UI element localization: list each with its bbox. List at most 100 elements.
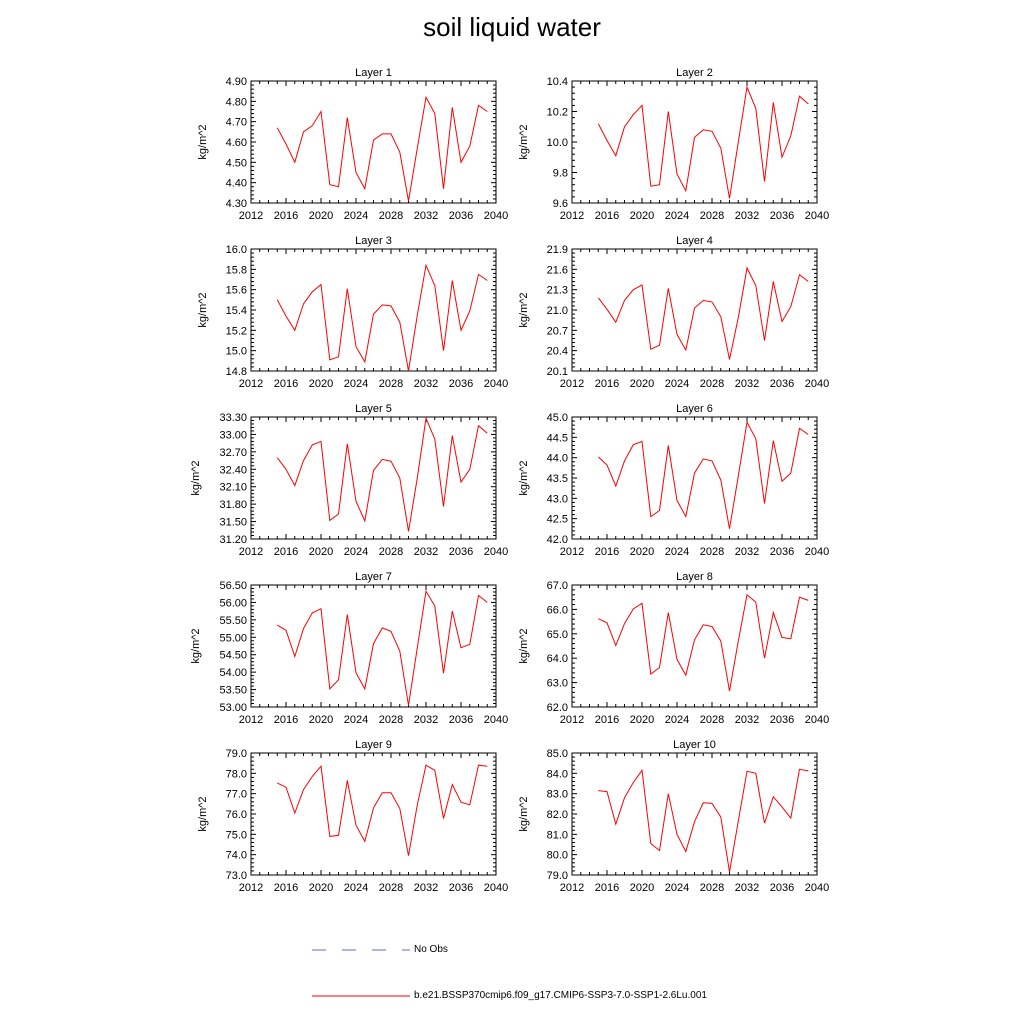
x-tick-label: 2032	[414, 882, 438, 894]
y-axis-label: kg/m^2	[197, 796, 209, 831]
x-tick-label: 2032	[735, 546, 759, 558]
y-tick-label: 78.0	[226, 768, 247, 780]
x-tick-label: 2036	[449, 378, 473, 390]
y-tick-label: 32.70	[219, 447, 247, 459]
y-tick-label: 14.8	[226, 366, 247, 378]
y-tick-label: 44.0	[547, 453, 568, 465]
y-tick-label: 20.1	[547, 366, 568, 378]
panel-3: Layer 3 kg/m^2 14.8 15.0 15.2 15.4 15.6 15.8 16.…	[197, 235, 508, 390]
x-tick-label: 2032	[414, 210, 438, 222]
plot-frame	[571, 752, 818, 876]
panel-title: Layer 6	[676, 403, 713, 415]
x-tick-label: 2040	[484, 714, 508, 726]
y-tick-label: 62.0	[547, 702, 568, 714]
y-axis-label: kg/m^2	[518, 460, 530, 495]
x-tick-label: 2020	[630, 882, 654, 894]
y-tick-label: 21.3	[547, 285, 568, 297]
x-tick-label: 2016	[274, 378, 298, 390]
y-tick-label: 4.30	[226, 198, 247, 210]
y-tick-label: 15.8	[226, 264, 247, 276]
x-tick-label: 2040	[484, 882, 508, 894]
panel-4: Layer 4 kg/m^2 20.1 20.4 20.7 21.0 21.3 21.6 21.…	[518, 235, 829, 390]
y-tick-label: 21.0	[547, 305, 568, 317]
x-tick-label: 2028	[700, 546, 724, 558]
x-tick-label: 2024	[665, 378, 689, 390]
y-tick-label: 66.0	[547, 604, 568, 616]
x-tick-label: 2012	[560, 882, 584, 894]
y-tick-label: 4.70	[226, 117, 247, 129]
x-tick-label: 2024	[344, 546, 368, 558]
x-tick-label: 2024	[665, 210, 689, 222]
y-tick-label: 73.0	[226, 870, 247, 882]
series-line	[598, 593, 809, 692]
x-tick-label: 2012	[560, 546, 584, 558]
y-tick-label: 81.0	[547, 829, 568, 841]
y-tick-label: 10.0	[547, 137, 568, 149]
x-tick-label: 2016	[274, 546, 298, 558]
x-tick-label: 2016	[274, 210, 298, 222]
y-tick-label: 15.0	[226, 346, 247, 358]
y-tick-label: 53.50	[219, 685, 247, 697]
x-tick-label: 2032	[735, 378, 759, 390]
y-tick-label: 44.5	[547, 432, 568, 444]
y-tick-label: 43.5	[547, 473, 568, 485]
y-tick-label: 80.0	[547, 850, 568, 862]
y-tick-label: 21.9	[547, 244, 568, 256]
series-line	[597, 85, 809, 199]
series-line	[276, 263, 488, 372]
x-tick-label: 2016	[274, 882, 298, 894]
y-tick-label: 15.4	[226, 305, 247, 317]
y-tick-label: 42.5	[547, 514, 568, 526]
panel-6: Layer 6 kg/m^2 42.0 42.5 43.0 43.5 44.0 44.5 45.…	[518, 403, 829, 558]
y-tick-label: 76.0	[226, 809, 247, 821]
y-tick-label: 84.0	[547, 768, 568, 780]
y-tick-label: 54.50	[219, 650, 247, 662]
plot-frame	[250, 416, 497, 540]
x-tick-label: 2032	[735, 882, 759, 894]
y-tick-label: 79.0	[226, 748, 247, 760]
y-tick-label: 43.0	[547, 493, 568, 505]
y-tick-label: 10.2	[547, 107, 568, 119]
panel-title: Layer 4	[676, 235, 713, 247]
panel-title: Layer 3	[355, 235, 392, 247]
x-tick-label: 2028	[379, 210, 403, 222]
x-tick-label: 2040	[484, 210, 508, 222]
panel-7: Layer 7 kg/m^2 53.00 53.50 54.00 54.50 55.00 55…	[190, 571, 508, 726]
y-tick-label: 31.50	[219, 517, 247, 529]
x-tick-label: 2040	[484, 546, 508, 558]
x-tick-label: 2036	[770, 210, 794, 222]
x-tick-label: 2012	[560, 714, 584, 726]
x-tick-label: 2012	[239, 546, 263, 558]
plot-frame	[571, 416, 818, 540]
y-tick-label: 45.0	[547, 412, 568, 424]
x-tick-label: 2012	[239, 882, 263, 894]
y-tick-label: 79.0	[547, 870, 568, 882]
x-tick-label: 2012	[560, 210, 584, 222]
x-tick-label: 2036	[770, 546, 794, 558]
plot-frame	[571, 584, 818, 708]
x-tick-label: 2036	[770, 378, 794, 390]
x-tick-label: 2040	[805, 882, 829, 894]
y-tick-label: 9.8	[553, 168, 568, 180]
x-tick-label: 2020	[630, 714, 654, 726]
x-tick-label: 2012	[239, 714, 263, 726]
x-tick-label: 2020	[309, 714, 333, 726]
y-tick-label: 9.6	[553, 198, 568, 210]
x-tick-label: 2032	[414, 714, 438, 726]
x-tick-label: 2036	[449, 714, 473, 726]
x-tick-label: 2016	[595, 882, 619, 894]
y-axis-label: kg/m^2	[518, 628, 530, 663]
x-tick-label: 2012	[239, 210, 263, 222]
y-tick-label: 15.6	[226, 285, 247, 297]
x-tick-label: 2028	[700, 378, 724, 390]
x-tick-label: 2040	[805, 546, 829, 558]
y-tick-label: 64.0	[547, 653, 568, 665]
x-tick-label: 2020	[309, 378, 333, 390]
x-tick-label: 2024	[344, 714, 368, 726]
x-tick-label: 2028	[379, 546, 403, 558]
panel-title: Layer 8	[676, 571, 713, 583]
y-axis-label: kg/m^2	[197, 292, 209, 327]
y-tick-label: 31.80	[219, 499, 247, 511]
plot-frame	[250, 248, 497, 372]
